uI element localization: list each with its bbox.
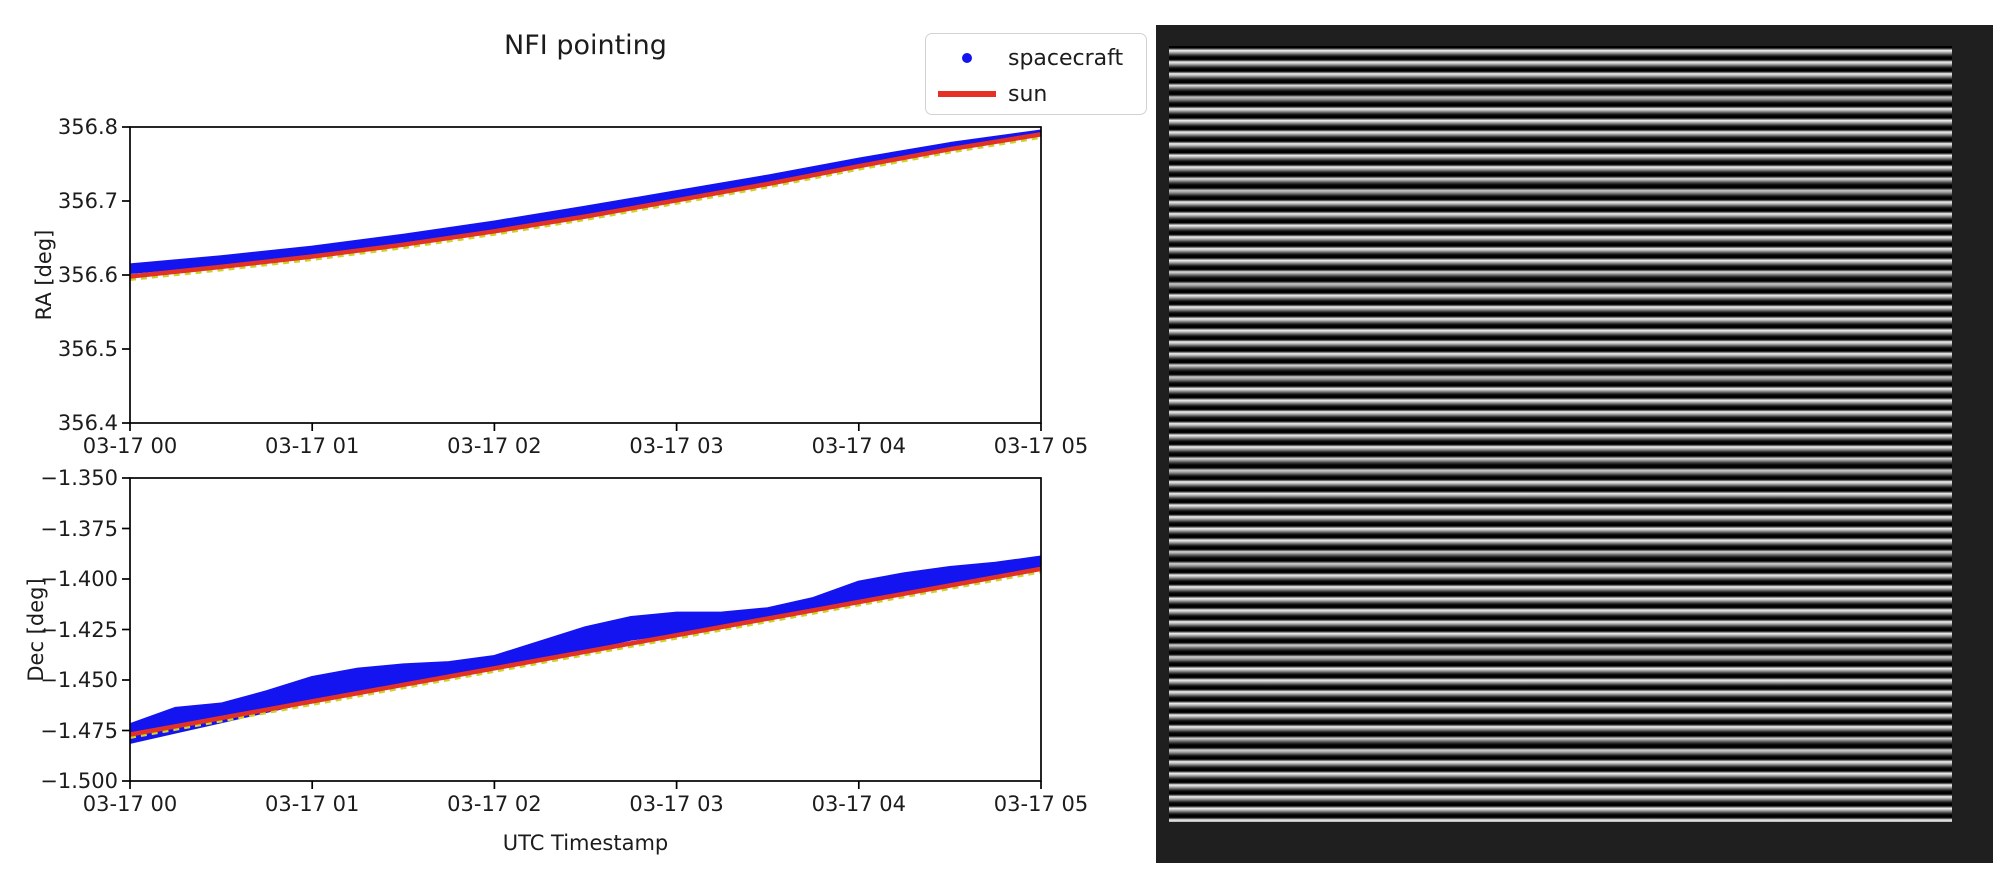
legend: spacecraft sun: [925, 33, 1147, 115]
y-tick-label: 356.4: [57, 411, 118, 435]
y-tick-label: −1.425: [40, 617, 118, 642]
y-tick-label: −1.400: [40, 567, 118, 591]
legend-marker-cell: [926, 53, 1008, 63]
x-axis-label: UTC Timestamp: [502, 831, 669, 855]
x-tick-label: 03-17 01: [264, 434, 360, 458]
x-tick-label: 03-17 04: [811, 434, 906, 458]
sun-underlay-line: [130, 570, 1041, 739]
y-tick-label: 356.5: [57, 337, 118, 361]
x-tick-label: 03-17 05: [993, 792, 1089, 816]
y-tick-label: −1.350: [40, 466, 118, 490]
legend-label-sun: sun: [1008, 81, 1048, 107]
pointing-figure: NFI pointing spacecraft sun RA [deg] Dec…: [24, 30, 1147, 855]
y-tick-label: −1.500: [40, 769, 118, 793]
sun-line-icon: [938, 91, 996, 97]
sun-line: [130, 566, 1041, 737]
spacecraft-dot-icon: [962, 53, 972, 63]
y-tick-label: −1.475: [40, 718, 118, 743]
sun-line: [130, 132, 1041, 279]
x-tick-label: 03-17 03: [629, 792, 724, 816]
y-tick-label: 356.8: [57, 115, 118, 139]
x-tick-label: 03-17 02: [447, 434, 542, 458]
detector-panel: [1156, 25, 1993, 863]
y-tick-label: −1.450: [40, 668, 118, 692]
legend-marker-cell: [926, 91, 1008, 97]
x-tick-label: 03-17 00: [82, 792, 178, 816]
x-tick-label: 03-17 01: [264, 792, 360, 816]
x-tick-label: 03-17 00: [82, 434, 178, 458]
axes-spines: [129, 126, 1042, 424]
series-group: [130, 555, 1041, 744]
plots-canvas: [122, 126, 1042, 789]
x-tick-label: 03-17 02: [447, 792, 542, 816]
series-group: [130, 129, 1041, 281]
detector-image: [1169, 46, 1952, 822]
legend-label-spacecraft: spacecraft: [1008, 45, 1124, 71]
y-tick-label: −1.375: [40, 516, 118, 541]
legend-entry-sun: sun: [926, 76, 1146, 112]
chart-title: NFI pointing: [504, 30, 667, 61]
spacecraft-scatter-band: [130, 129, 1041, 275]
y-tick-label: 356.6: [57, 263, 118, 287]
x-tick-label: 03-17 05: [993, 434, 1089, 458]
x-tick-label: 03-17 04: [811, 792, 906, 816]
y-tick-label: 356.7: [57, 189, 118, 213]
legend-entry-spacecraft: spacecraft: [926, 40, 1146, 76]
x-tick-label: 03-17 03: [629, 434, 724, 458]
